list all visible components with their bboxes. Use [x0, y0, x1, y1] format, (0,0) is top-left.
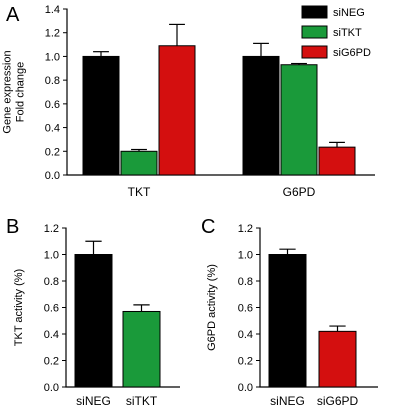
panel-a: A 0.0 0.2 0.4 0.6 0.8 1.0 1.2 1.4 Gene expression… — [2, 4, 375, 199]
panel-c-bar — [318, 330, 357, 388]
panel-c-panel-letter: C — [201, 216, 215, 238]
panel-a-legend-swatch — [301, 5, 328, 19]
panel-b-y-tick-label: 0.2 — [44, 356, 59, 368]
panel-a-y-tick-label: 1.2 — [45, 28, 60, 40]
panel-c-y-tick-label: 1.2 — [238, 223, 253, 235]
panel-b-panel-letter: B — [6, 216, 19, 238]
panel-a-y-tick-label: 0.8 — [45, 75, 60, 87]
panel-a-y-tick-label: 1.0 — [45, 51, 60, 63]
panel-a-panel-letter: A — [6, 4, 20, 26]
panel-c-category-label: siG6PD — [317, 394, 359, 408]
panel-c-y-tick-label: 0.8 — [238, 276, 253, 288]
panel-b-y-tick-label: 0.4 — [44, 329, 59, 341]
panel-a-bar — [82, 55, 120, 176]
panel-a-legend-label: siG6PD — [333, 47, 371, 59]
panel-a-category-label: TKT — [128, 185, 151, 199]
panel-a-bar — [120, 150, 158, 176]
panel-a-legend-swatch — [301, 25, 328, 39]
panel-a-category-label: G6PD — [283, 185, 316, 199]
panel-b-y-tick-label: 1.0 — [44, 250, 59, 262]
panel-c-y-tick-label: 0.0 — [238, 382, 253, 394]
panel-b: B 0.0 0.2 0.4 0.6 0.8 1.0 1.2 TKT activity (%) si… — [6, 216, 180, 408]
panel-a-legend-label: siTKT — [333, 27, 362, 39]
panel-a-bar — [158, 45, 196, 176]
panel-c-y-axis-label: G6PD activity (%) — [206, 264, 218, 351]
panel-c: C 0.0 0.2 0.4 0.6 0.8 1.0 1.2 G6PD activity (%) s… — [201, 216, 378, 408]
panel-b-bar — [122, 310, 161, 388]
panel-a-y-tick-label: 1.4 — [45, 4, 60, 16]
panel-a-bar — [242, 55, 280, 176]
panel-a-y-axis-label: Fold change — [15, 62, 27, 123]
panel-b-y-tick-label: 0.8 — [44, 276, 59, 288]
panel-a-y-tick-label: 0.4 — [45, 123, 60, 135]
panel-c-y-tick-label: 1.0 — [238, 250, 253, 262]
panel-c-y-tick-label: 0.6 — [238, 303, 253, 315]
panel-c-bar — [268, 254, 307, 388]
panel-a-y-tick-label: 0.6 — [45, 99, 60, 111]
panel-a-bar — [280, 64, 318, 176]
panel-a-y-axis-label: Gene expression — [2, 50, 14, 133]
panel-a-bar — [318, 146, 356, 176]
panel-a-legend-swatch — [301, 45, 328, 59]
panel-a-y-tick-label: 0.0 — [45, 170, 60, 182]
panel-c-y-tick-label: 0.4 — [238, 329, 253, 341]
panel-b-y-tick-label: 0.0 — [44, 382, 59, 394]
panel-b-category-label: siTKT — [126, 394, 158, 408]
panel-c-category-label: siNEG — [270, 394, 305, 408]
panel-b-category-label: siNEG — [76, 394, 111, 408]
panel-b-y-axis-label: TKT activity (%) — [13, 269, 25, 346]
panel-b-y-tick-label: 0.6 — [44, 303, 59, 315]
panel-a-y-tick-label: 0.2 — [45, 146, 60, 158]
panel-b-bar — [74, 254, 113, 388]
panel-c-y-tick-label: 0.2 — [238, 356, 253, 368]
panel-b-y-tick-label: 1.2 — [44, 223, 59, 235]
panel-a-legend-label: siNEG — [333, 7, 365, 19]
